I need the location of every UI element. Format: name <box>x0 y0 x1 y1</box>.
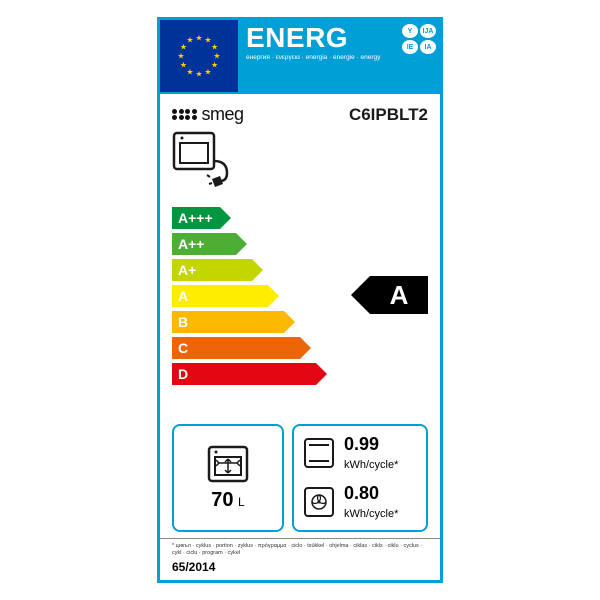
conventional-heat-icon <box>302 436 336 470</box>
efficiency-bar: A <box>172 284 316 308</box>
volume-value: 70 L <box>211 489 244 512</box>
efficiency-bar: A+++ <box>172 206 316 230</box>
lang-badges: YIJAIEIA <box>402 24 436 54</box>
efficiency-bar: A+ <box>172 258 316 282</box>
efficiency-bar: A++ <box>172 232 316 256</box>
conventional-line: 0.99 kWh/cycle* <box>302 434 418 473</box>
oven-plug-icon <box>172 131 232 189</box>
eu-flag-icon: ★★★★★★★★★★★★ <box>160 20 238 92</box>
rating-arrow: A <box>370 276 428 314</box>
efficiency-bar: B <box>172 310 316 334</box>
efficiency-bar: C <box>172 336 316 360</box>
label-footer: * цикъл · cyklus · portion · zyklus · πρ… <box>160 538 440 580</box>
regulation-number: 65/2014 <box>172 560 428 574</box>
cycle-translations: * цикъл · cyklus · portion · zyklus · πρ… <box>172 543 428 557</box>
lang-badge: IA <box>420 40 436 54</box>
fan-line: 0.80 kWh/cycle* <box>302 483 418 522</box>
spec-row: 70 L 0.99 kWh/cycle* <box>160 418 440 538</box>
efficiency-chart: A+++A++A+ABCD A <box>160 202 440 392</box>
fan-unit: kWh/cycle* <box>344 508 398 520</box>
fan-heat-icon <box>302 485 336 519</box>
oven-volume-icon <box>205 443 251 489</box>
volume-box: 70 L <box>172 424 284 532</box>
lang-badge: Y <box>402 24 418 38</box>
label-header: ★★★★★★★★★★★★ ENERG енергия · ενεργεια · … <box>160 20 440 94</box>
conventional-unit: kWh/cycle* <box>344 459 398 471</box>
brand-dots-icon <box>172 109 197 121</box>
lang-badge: IE <box>402 40 418 54</box>
rating-value: A <box>390 280 409 311</box>
energy-label: ★★★★★★★★★★★★ ENERG енергия · ενεργεια · … <box>157 17 443 583</box>
consumption-box: 0.99 kWh/cycle* 0.80 kWh/cycle* <box>292 424 428 532</box>
brand-logo: smeg <box>172 104 244 125</box>
lang-badge: IJA <box>420 24 436 38</box>
conventional-value: 0.99 <box>344 434 379 454</box>
model-number: C6IPBLT2 <box>349 105 428 125</box>
brand-row: smeg C6IPBLT2 <box>160 94 440 131</box>
efficiency-bar: D <box>172 362 316 386</box>
product-icon-row <box>160 131 440 202</box>
fan-value: 0.80 <box>344 483 379 503</box>
brand-name: smeg <box>202 104 244 125</box>
energy-title-block: ENERG енергия · ενεργεια · energia · ene… <box>238 20 440 92</box>
energy-subtitle: енергия · ενεργεια · energia · energie ·… <box>246 54 432 62</box>
